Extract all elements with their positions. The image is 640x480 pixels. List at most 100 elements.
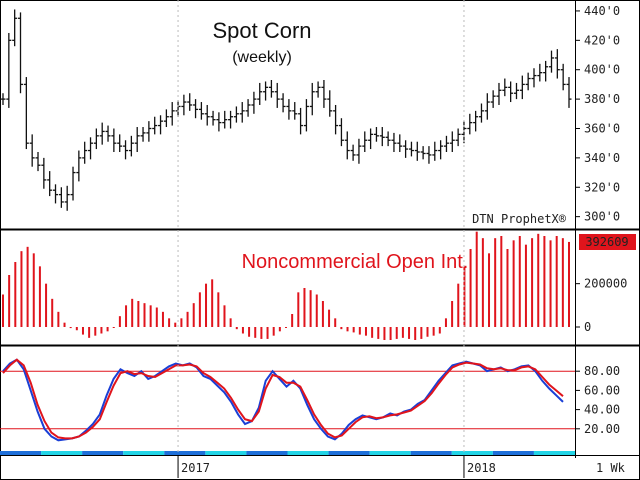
open-interest-bar bbox=[389, 327, 392, 340]
year-label: 2018 bbox=[467, 461, 496, 475]
year-label: 2017 bbox=[181, 461, 210, 475]
price-bar bbox=[443, 135, 449, 152]
price-bars bbox=[0, 9, 572, 211]
price-bar bbox=[140, 127, 146, 142]
price-bar bbox=[152, 116, 158, 135]
price-tick-label: 420'0 bbox=[584, 33, 620, 47]
time-band-segment bbox=[533, 451, 575, 455]
price-bar bbox=[146, 121, 152, 142]
price-bar bbox=[537, 63, 543, 82]
price-bar bbox=[414, 141, 420, 161]
open-interest-bar bbox=[303, 288, 306, 327]
open-interest-bar bbox=[506, 249, 509, 327]
open-interest-bar bbox=[174, 322, 177, 327]
open-interest-bar bbox=[26, 246, 29, 327]
last-value-badge bbox=[579, 234, 636, 250]
price-bar bbox=[204, 104, 210, 126]
price-tick-label: 400'0 bbox=[584, 63, 620, 77]
price-panel: Spot Corn (weekly) DTN ProphetX® 300'0 32… bbox=[0, 4, 620, 226]
price-bar bbox=[432, 141, 438, 161]
price-bar bbox=[280, 93, 286, 113]
price-tick-label: 440'0 bbox=[584, 4, 620, 18]
open-interest-bar bbox=[248, 327, 251, 337]
open-interest-bar bbox=[377, 327, 380, 339]
open-interest-bar bbox=[278, 327, 281, 332]
price-bar bbox=[64, 185, 70, 211]
price-bar bbox=[519, 75, 525, 100]
price-bar bbox=[222, 110, 228, 129]
open-interest-bar bbox=[524, 244, 527, 327]
price-bar bbox=[560, 63, 566, 91]
price-bar bbox=[128, 135, 134, 157]
stochastic-line bbox=[2, 358, 564, 440]
open-interest-panel: Noncommercial Open Int. 200000 0 392609 bbox=[2, 231, 636, 340]
open-interest-bar bbox=[285, 327, 287, 328]
open-interest-bar bbox=[364, 327, 367, 336]
open-interest-bar bbox=[57, 311, 60, 327]
open-interest-bar bbox=[537, 233, 540, 327]
price-bar bbox=[53, 184, 59, 204]
open-interest-bar bbox=[14, 262, 17, 327]
price-bar bbox=[298, 107, 304, 135]
price-bar bbox=[245, 99, 251, 117]
stochastic-tick-label: 60.00 bbox=[584, 383, 620, 397]
open-interest-bar bbox=[531, 238, 534, 327]
open-interest-bar bbox=[2, 294, 4, 327]
price-bar bbox=[257, 82, 263, 105]
open-interest-bar bbox=[457, 283, 460, 327]
price-bar bbox=[484, 93, 490, 120]
open-interest-bar bbox=[143, 303, 146, 327]
price-bar bbox=[169, 102, 175, 126]
open-interest-bar bbox=[112, 327, 115, 328]
price-bar bbox=[513, 82, 519, 100]
open-interest-bar bbox=[168, 318, 171, 327]
open-interest-bar bbox=[223, 305, 226, 327]
stochastic-reference-lines bbox=[0, 370, 575, 430]
price-axis: 300'0 320'0 340'0 360'0 380'0 400'0 420'0 440'0 bbox=[575, 4, 620, 224]
time-band-segment bbox=[369, 451, 411, 455]
open-interest-bar bbox=[161, 311, 164, 327]
open-interest-tick-label: 200000 bbox=[584, 277, 627, 291]
price-tick-label: 360'0 bbox=[584, 121, 620, 135]
time-band-segment bbox=[41, 451, 83, 455]
open-interest-bar bbox=[488, 253, 491, 327]
time-band-segment bbox=[164, 451, 206, 455]
price-bar bbox=[385, 131, 391, 147]
price-bar bbox=[508, 81, 514, 103]
time-band-segment bbox=[328, 451, 370, 455]
open-interest-bar bbox=[555, 236, 558, 327]
open-interest-bar bbox=[346, 327, 349, 332]
open-interest-bar bbox=[106, 327, 109, 332]
open-interest-bar bbox=[438, 327, 441, 334]
price-bar bbox=[47, 171, 53, 197]
price-bar bbox=[158, 115, 164, 135]
open-interest-bar bbox=[328, 309, 331, 327]
interval-label: 1 Wk bbox=[596, 461, 626, 475]
open-interest-bar bbox=[512, 240, 515, 327]
open-interest-bar bbox=[395, 327, 398, 339]
price-bar bbox=[368, 128, 374, 150]
price-tick-label: 320'0 bbox=[584, 180, 620, 194]
open-interest-bar bbox=[235, 327, 238, 330]
vertical-gridlines bbox=[177, 0, 465, 455]
time-band-segment bbox=[0, 451, 42, 455]
open-interest-bar bbox=[229, 318, 232, 327]
price-bar bbox=[88, 137, 94, 160]
time-band-segment bbox=[246, 451, 288, 455]
open-interest-bar bbox=[549, 240, 552, 327]
time-band-segment bbox=[410, 451, 452, 455]
price-bar bbox=[12, 9, 18, 47]
price-bar bbox=[315, 81, 321, 98]
price-bar bbox=[473, 110, 479, 132]
price-bar bbox=[286, 99, 292, 120]
open-interest-bar bbox=[45, 283, 48, 327]
price-bar bbox=[461, 121, 467, 144]
price-bar bbox=[274, 82, 280, 108]
open-interest-bar bbox=[186, 311, 189, 327]
price-bar bbox=[490, 90, 496, 108]
price-bar bbox=[251, 91, 257, 114]
open-interest-bar bbox=[334, 318, 337, 327]
price-bar bbox=[344, 131, 350, 160]
open-interest-bar bbox=[51, 298, 54, 327]
price-bar bbox=[362, 131, 368, 152]
